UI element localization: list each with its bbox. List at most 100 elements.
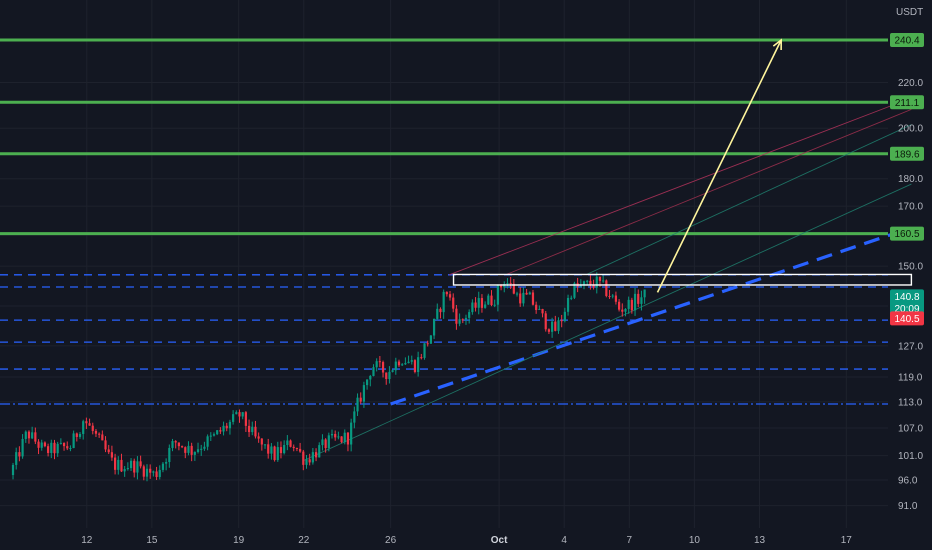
- candle-body: [168, 447, 171, 463]
- candle-body: [62, 442, 66, 447]
- candle-body: [107, 449, 110, 453]
- x-tick-label: 26: [385, 535, 397, 546]
- x-tick-label: 19: [233, 535, 245, 546]
- candle-body: [273, 446, 276, 461]
- candle-body: [43, 442, 47, 447]
- trendlines: [303, 97, 912, 461]
- candle-body: [113, 457, 117, 470]
- candle-body: [308, 459, 311, 463]
- candle-body: [56, 443, 59, 454]
- level-price-tag: [890, 95, 924, 110]
- candle-body: [417, 357, 420, 373]
- candle-body: [474, 302, 477, 308]
- candles: [11, 272, 646, 482]
- candle-body: [18, 452, 21, 457]
- candle-body: [365, 379, 369, 386]
- candle-body: [535, 304, 538, 310]
- y-tick-label: 113.0: [898, 397, 923, 408]
- candle-body: [448, 294, 452, 298]
- candle-body: [123, 469, 126, 472]
- candle-body: [126, 468, 129, 470]
- candle-body: [142, 466, 145, 477]
- candle-body: [327, 435, 330, 449]
- candle-body: [292, 446, 295, 449]
- candle-body: [551, 321, 554, 332]
- candle-body: [53, 442, 56, 454]
- x-tick-label: 10: [689, 535, 701, 546]
- candle-body: [637, 293, 640, 304]
- candle-body: [611, 295, 614, 297]
- candle-body: [203, 446, 206, 449]
- candle-body: [318, 445, 321, 458]
- x-axis: 12 15 19 22 26 Oct 4 7 10 13 17: [81, 535, 852, 546]
- candle-body: [238, 412, 241, 417]
- candle-body: [410, 360, 413, 362]
- candle-body: [158, 469, 161, 477]
- candle-body: [397, 361, 401, 366]
- candle-body: [247, 425, 251, 433]
- candle-body: [391, 370, 394, 372]
- level-price-tag: [890, 33, 924, 47]
- candle-body: [455, 308, 458, 324]
- candle-body: [589, 280, 592, 286]
- candle-body: [241, 412, 244, 417]
- candle-body: [554, 321, 557, 331]
- candle-body: [643, 289, 646, 298]
- candle-body: [85, 421, 88, 424]
- candle-body: [289, 440, 292, 447]
- overlay: [452, 38, 913, 293]
- candle-body: [350, 422, 353, 445]
- candle-body: [618, 301, 621, 310]
- candle-body: [337, 436, 340, 438]
- candle-body: [171, 441, 174, 448]
- candle-body: [276, 447, 279, 461]
- candle-body: [426, 343, 429, 345]
- candle-body: [605, 280, 608, 296]
- level-price-tag: [890, 226, 924, 241]
- candle-body: [75, 433, 78, 437]
- y-tick-label: 96.0: [898, 475, 918, 486]
- candle-body: [152, 471, 155, 473]
- candle-body: [624, 308, 627, 312]
- candle-body: [372, 367, 375, 376]
- candle-body: [353, 411, 356, 423]
- candle-body: [263, 444, 267, 446]
- candle-body: [499, 285, 503, 288]
- candle-body: [88, 423, 91, 426]
- price-marker-label: 140.8: [894, 292, 919, 303]
- candle-body: [429, 335, 432, 344]
- trendline: [505, 108, 912, 276]
- candle-body: [458, 319, 461, 324]
- candle-body: [627, 299, 630, 309]
- candle-body: [346, 432, 350, 445]
- price-marker: [890, 289, 924, 316]
- candle-body: [359, 397, 362, 402]
- candle-body: [314, 452, 318, 458]
- candle-body: [608, 295, 611, 297]
- candle-body: [184, 447, 187, 453]
- y-tick-label: 101.0: [898, 451, 923, 462]
- candle-body: [98, 433, 101, 435]
- price-marker: [890, 311, 924, 326]
- candle-body: [66, 446, 69, 449]
- candle-body: [244, 412, 247, 426]
- candle-body: [640, 297, 643, 304]
- candle-body: [378, 361, 381, 363]
- candle-body: [321, 439, 324, 446]
- candle-body: [560, 320, 563, 322]
- candle-body: [174, 441, 177, 443]
- price-marker-countdown: 20:09: [894, 304, 919, 315]
- candle-body: [522, 292, 525, 304]
- y-tick-label: 180.0: [898, 174, 923, 185]
- y-tick-label: 107.0: [898, 424, 923, 435]
- level-price-tag-label: 211.1: [895, 98, 920, 109]
- candle-body: [15, 452, 18, 465]
- y-tick-label: 119.0: [898, 373, 923, 384]
- candle-body: [432, 318, 436, 336]
- candle-body: [404, 363, 407, 365]
- candle-body: [219, 430, 222, 432]
- candle-body: [117, 459, 120, 470]
- candle-body: [394, 361, 397, 371]
